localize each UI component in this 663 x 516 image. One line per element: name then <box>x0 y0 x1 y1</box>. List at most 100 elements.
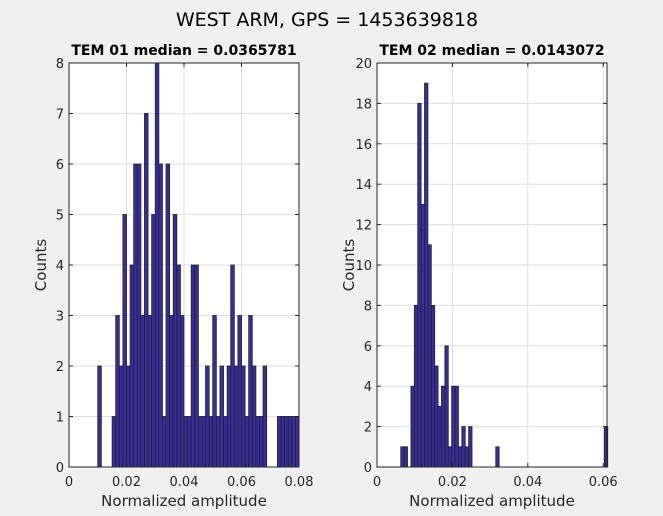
tem02-bar <box>454 385 459 468</box>
tem02-x-tick-label: 0.04 <box>513 475 542 490</box>
tem01-bar <box>208 416 214 468</box>
tem02-bar <box>464 446 470 468</box>
tem02-bar <box>437 405 442 468</box>
tem01-histogram-axes: 0 0.02 0.04 0.06 0.08 0 1 2 3 4 5 6 7 8 TEM 01 median … <box>32 43 313 510</box>
tem01-y-tick-label: 4 <box>56 259 64 274</box>
tem02-histogram-axes: 0 0.02 0.04 0.06 0 2 4 6 8 10 12 14 16 18 20 TEM 02 med… <box>340 43 618 510</box>
tem02-bar <box>420 203 425 468</box>
tem01-bar <box>244 416 250 468</box>
tem01-bar <box>197 416 203 468</box>
tem02-y-tick-label: 12 <box>355 219 372 234</box>
tem02-y-tick-label: 16 <box>355 138 372 153</box>
tem02-bar <box>451 385 456 468</box>
tem01-bar <box>291 416 296 468</box>
figure-suptitle: WEST ARM, GPS = 1453639818 <box>176 9 478 31</box>
tem01-y-tick-label: 3 <box>56 310 64 325</box>
tem02-y-tick-label: 6 <box>364 340 372 355</box>
tem02-bar <box>413 304 419 468</box>
tem01-bar <box>219 365 224 468</box>
tem01-bar <box>176 264 181 468</box>
tem01-bar <box>169 315 174 468</box>
tem01-y-tick-label: 5 <box>56 209 64 224</box>
tem02-bar <box>495 446 500 468</box>
tem02-bar <box>417 103 422 468</box>
tem01-bar <box>118 365 124 468</box>
tem01-bar <box>147 315 153 468</box>
tem01-bar <box>133 163 138 468</box>
tem01-bar <box>262 365 268 468</box>
tem01-bar <box>230 264 235 468</box>
tem01-x-tick-label: 0.06 <box>227 475 256 490</box>
tem01-xlabel: Normalized amplitude <box>101 492 267 510</box>
tem01-bar <box>233 365 239 468</box>
tem01-bar <box>140 315 145 468</box>
tem01-bar <box>255 416 260 468</box>
tem01-y-tick-label: 6 <box>56 158 64 173</box>
tem01-bar <box>187 416 192 468</box>
tem01-bar <box>183 416 188 468</box>
tem02-bar <box>403 446 408 468</box>
tem02-bar <box>468 426 473 468</box>
tem01-bar <box>162 416 167 468</box>
tem02-y-tick-label: 8 <box>364 299 372 314</box>
tem02-y-tick-label: 4 <box>364 380 372 395</box>
tem02-bar <box>430 304 436 468</box>
tem02-y-tick-label: 18 <box>355 97 372 112</box>
tem02-title: TEM 02 median = 0.0143072 <box>379 43 604 59</box>
tem01-bar <box>277 416 282 468</box>
tem01-bar <box>237 315 242 468</box>
tem01-bar <box>180 315 185 468</box>
tem01-x-tick-label: 0 <box>65 475 73 490</box>
tem01-bar <box>115 315 120 468</box>
tem01-bar <box>154 62 160 468</box>
tem02-bar <box>427 244 432 468</box>
tem02-y-tick-label: 14 <box>355 178 372 193</box>
tem01-bar <box>287 416 293 468</box>
tem01-bar <box>194 264 199 468</box>
tem02-y-tick-label: 2 <box>364 421 372 436</box>
tem02-xlabel: Normalized amplitude <box>409 492 575 510</box>
tem01-x-tick-label: 0.04 <box>170 475 199 490</box>
tem02-y-tick-label: 0 <box>364 461 372 476</box>
tem01-bar <box>129 264 135 468</box>
tem01-bar <box>126 365 131 468</box>
tem01-bar <box>158 163 163 468</box>
tem01-bar <box>165 163 171 468</box>
tem01-bar <box>248 315 253 468</box>
tem01-title: TEM 01 median = 0.0365781 <box>71 43 296 59</box>
tem01-bar <box>215 416 221 468</box>
tem01-bar <box>223 416 228 468</box>
tem01-y-tick-label: 7 <box>56 108 64 123</box>
tem01-bar <box>280 416 286 468</box>
tem01-bar <box>241 365 246 468</box>
tem02-bar <box>410 385 415 468</box>
tem01-y-tick-label: 1 <box>56 411 64 426</box>
tem01-y-tick-label: 8 <box>56 57 64 72</box>
tem02-x-tick-label: 0.02 <box>438 475 467 490</box>
tem01-x-tick-label: 0.02 <box>112 475 141 490</box>
tem01-bar <box>212 315 217 468</box>
tem01-bar <box>201 416 206 468</box>
tem01-bar <box>284 416 289 468</box>
tem01-bar <box>97 365 102 468</box>
tem02-ylabel: Counts <box>340 239 358 292</box>
tem01-y-tick-label: 2 <box>56 360 64 375</box>
tem01-y-tick-label: 0 <box>56 461 64 476</box>
tem01-bar <box>205 365 210 468</box>
tem01-bar <box>111 416 117 468</box>
tem02-bar <box>447 446 453 468</box>
tem02-bar <box>424 82 429 468</box>
tem02-bar <box>458 446 463 468</box>
tem02-x-tick-label: 0 <box>373 475 381 490</box>
tem01-bar <box>144 113 149 468</box>
tem01-ylabel: Counts <box>32 239 50 292</box>
tem02-bar <box>444 345 449 468</box>
tem01-bar <box>122 214 127 468</box>
tem02-bar <box>461 426 466 468</box>
tem02-bar <box>441 385 446 468</box>
tem02-x-tick-label: 0.06 <box>589 475 618 490</box>
tem01-bar <box>172 214 178 468</box>
tem01-bar <box>190 264 196 468</box>
tem02-y-tick-label: 20 <box>355 57 372 72</box>
